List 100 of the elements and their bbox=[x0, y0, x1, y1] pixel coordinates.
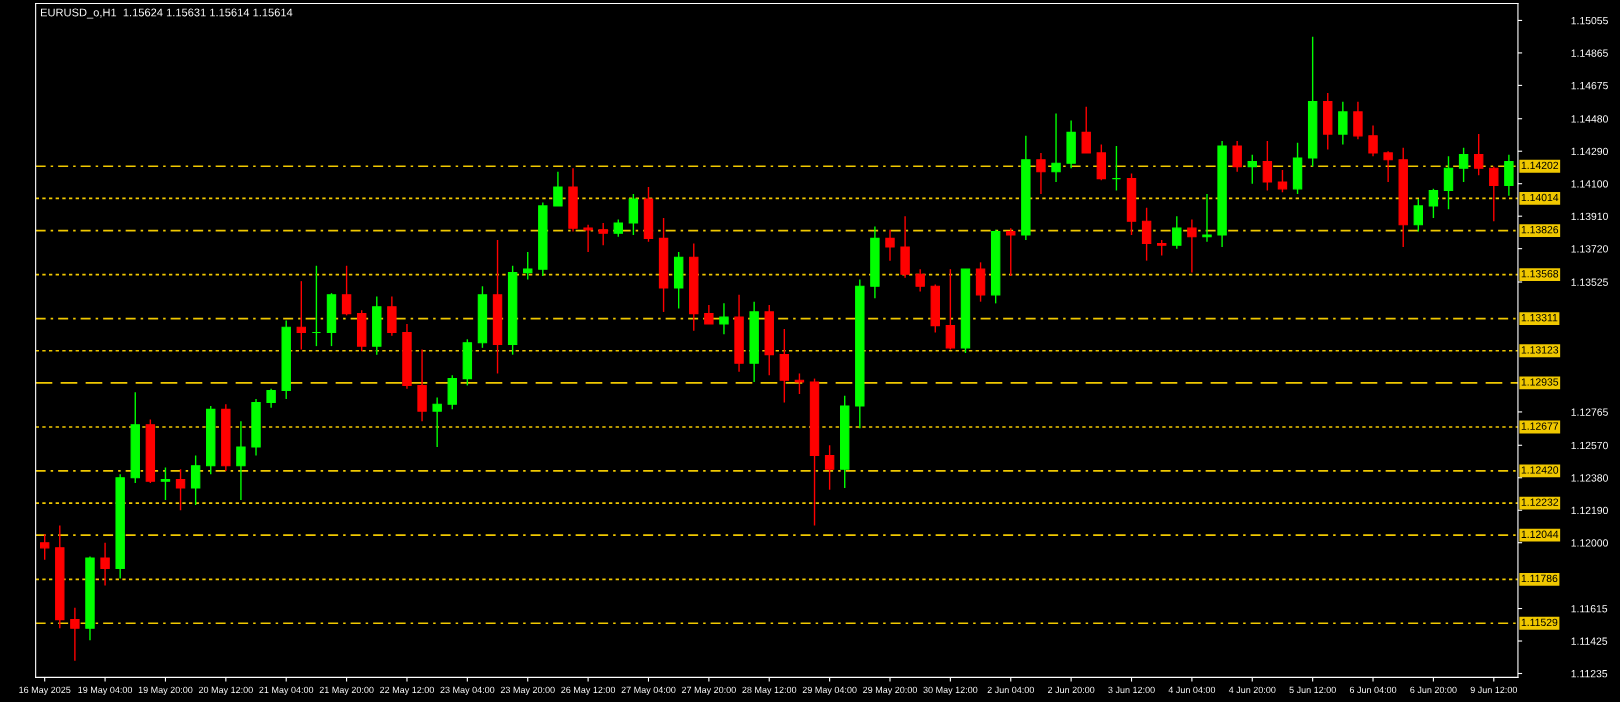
candlestick bbox=[1489, 165, 1499, 223]
candlestick bbox=[1247, 153, 1257, 185]
candlestick bbox=[190, 454, 201, 506]
ref-line-label: 1.12044 bbox=[1521, 530, 1559, 538]
candlestick bbox=[70, 606, 80, 662]
x-tick-label: 4 Jun 04:00 bbox=[1168, 686, 1216, 694]
y-tick-label: 1.12000 bbox=[1571, 539, 1608, 547]
ref-line-label: 1.13568 bbox=[1521, 270, 1559, 278]
ref-line-label: 1.11529 bbox=[1521, 618, 1558, 627]
x-tick-label: 22 May 12:00 bbox=[380, 686, 434, 695]
candlestick bbox=[915, 268, 925, 293]
x-tick-label: 19 May 04:00 bbox=[78, 686, 133, 695]
x-tick-label: 21 May 20:00 bbox=[319, 686, 374, 695]
candlestick bbox=[1187, 218, 1197, 274]
ref-line-label: 1.12420 bbox=[1521, 466, 1559, 474]
candlestick bbox=[598, 222, 608, 246]
candlestick bbox=[1368, 124, 1378, 158]
candlestick bbox=[945, 268, 956, 351]
x-tick-label: 27 May 20:00 bbox=[681, 686, 736, 695]
x-tick-label: 2 Jun 04:00 bbox=[987, 686, 1034, 694]
x-tick-label: 30 May 12:00 bbox=[923, 686, 978, 695]
candlestick bbox=[1232, 140, 1242, 173]
candlestick bbox=[1473, 133, 1484, 176]
candlestick bbox=[100, 542, 110, 587]
y-tick-label: 1.13720 bbox=[1571, 245, 1608, 253]
x-tick-label: 3 Jun 12:00 bbox=[1108, 686, 1155, 694]
ref-line-label: 1.14202 bbox=[1521, 161, 1559, 170]
y-tick-label: 1.11425 bbox=[1571, 637, 1608, 645]
x-tick-label: 21 May 04:00 bbox=[259, 686, 314, 695]
candlestick bbox=[1383, 150, 1393, 183]
x-tick-label: 4 Jun 20:00 bbox=[1228, 686, 1276, 694]
candlestick bbox=[885, 229, 895, 262]
ref-line-label: 1.12935 bbox=[1521, 378, 1559, 386]
candlestick bbox=[1036, 152, 1046, 195]
ref-line-label: 1.14014 bbox=[1521, 193, 1559, 202]
candlestick bbox=[296, 280, 307, 351]
y-tick-label: 1.11235 bbox=[1571, 670, 1608, 678]
ref-line-label: 1.13826 bbox=[1521, 225, 1559, 234]
candlestick bbox=[1504, 153, 1514, 197]
x-tick-label: 23 May 04:00 bbox=[440, 686, 495, 695]
candlestick bbox=[628, 193, 639, 236]
x-tick-label: 6 Jun 20:00 bbox=[1410, 686, 1457, 694]
candlestick bbox=[1338, 100, 1348, 146]
candlestick bbox=[1353, 100, 1363, 140]
y-tick-label: 1.13910 bbox=[1571, 212, 1608, 221]
candlestick bbox=[1141, 206, 1152, 262]
x-tick-label: 29 May 20:00 bbox=[863, 686, 917, 695]
candlestick bbox=[341, 265, 352, 317]
candlestick bbox=[432, 396, 442, 448]
x-tick-label: 29 May 04:00 bbox=[802, 686, 857, 695]
y-tick-label: 1.13525 bbox=[1571, 278, 1608, 286]
x-tick-label: 23 May 20:00 bbox=[500, 686, 555, 695]
candlestick bbox=[1262, 140, 1273, 192]
x-tick-label: 6 Jun 04:00 bbox=[1349, 686, 1397, 694]
candlestick bbox=[160, 466, 171, 501]
y-tick-label: 1.12380 bbox=[1571, 474, 1608, 482]
x-tick-label: 2 Jun 20:00 bbox=[1048, 686, 1095, 694]
chart-title: EURUSD_o,H1 1.15624 1.15631 1.15614 1.15614 bbox=[41, 8, 293, 19]
x-tick-label: 28 May 12:00 bbox=[742, 686, 797, 695]
candlestick bbox=[1277, 169, 1288, 193]
x-tick-label: 20 May 12:00 bbox=[198, 686, 253, 695]
candlestick bbox=[794, 372, 805, 395]
y-tick-label: 1.15055 bbox=[1571, 16, 1608, 25]
candlestick bbox=[1428, 188, 1439, 219]
ref-line-label: 1.13311 bbox=[1521, 314, 1558, 322]
x-tick-label: 16 May 2025 bbox=[19, 686, 71, 695]
x-tick-label: 27 May 04:00 bbox=[621, 686, 676, 695]
candlestick bbox=[1051, 112, 1061, 183]
candlestick bbox=[824, 444, 835, 491]
candlestick bbox=[1413, 198, 1424, 233]
y-tick-label: 1.11615 bbox=[1571, 605, 1608, 613]
candlestick bbox=[39, 533, 50, 561]
y-tick-label: 1.14290 bbox=[1571, 147, 1608, 156]
ref-line-label: 1.12677 bbox=[1521, 422, 1559, 430]
candlestick bbox=[1202, 193, 1212, 243]
x-tick-label: 5 Jun 12:00 bbox=[1289, 686, 1336, 694]
candlestick bbox=[704, 304, 714, 325]
y-tick-label: 1.14865 bbox=[1571, 49, 1608, 57]
x-tick-label: 19 May 20:00 bbox=[138, 686, 193, 695]
ref-line-label: 1.13123 bbox=[1521, 346, 1559, 354]
ref-line-label: 1.12232 bbox=[1521, 498, 1559, 506]
x-tick-label: 9 Jun 12:00 bbox=[1470, 686, 1518, 694]
ref-line-label: 1.11786 bbox=[1521, 574, 1558, 583]
candlestick bbox=[719, 302, 729, 335]
candlestick bbox=[583, 224, 593, 253]
candlestick bbox=[553, 171, 563, 207]
y-tick-label: 1.12765 bbox=[1571, 408, 1608, 416]
candlestick bbox=[1458, 147, 1469, 183]
y-tick-label: 1.14100 bbox=[1571, 180, 1608, 188]
candlestick bbox=[266, 388, 276, 409]
y-tick-label: 1.12190 bbox=[1571, 506, 1608, 515]
candlestick bbox=[1081, 106, 1091, 154]
y-tick-label: 1.14675 bbox=[1571, 81, 1608, 90]
candlestick bbox=[1006, 227, 1016, 277]
candlestick bbox=[1172, 215, 1182, 250]
candlestick bbox=[236, 420, 246, 501]
y-tick-label: 1.14480 bbox=[1571, 115, 1608, 123]
x-tick-label: 26 May 12:00 bbox=[561, 686, 616, 695]
candlestick bbox=[1443, 155, 1454, 211]
candlestick bbox=[175, 468, 186, 511]
